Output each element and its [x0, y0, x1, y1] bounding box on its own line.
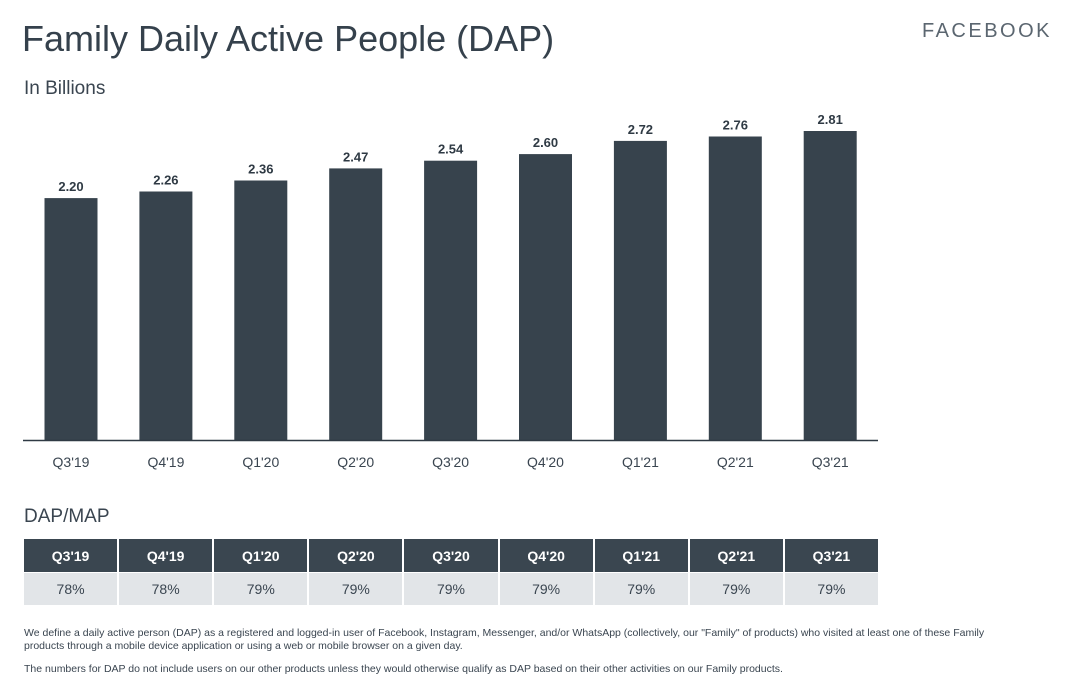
bar-Q3-19: [44, 198, 98, 440]
facebook-logo: FACEBOOK: [921, 20, 1052, 42]
dapmap-header-cell: Q1'21: [594, 539, 688, 572]
x-tick-label: Q3'20: [432, 454, 469, 470]
data-label: 2.20: [58, 179, 83, 194]
dapmap-title: DAP/MAP: [24, 506, 110, 527]
dapmap-header-cell: Q2'21: [689, 539, 783, 572]
bar-Q2-21: [708, 136, 762, 440]
x-tick-label: Q1'20: [242, 454, 279, 470]
dap-bar-chart: 2.20 Q3'19 2.26 Q4'19 2.36 Q1'20 2.47 Q2'20 2.54…: [23, 112, 878, 470]
dapmap-value-cell: 79%: [689, 572, 783, 605]
dapmap-value-cell: 79%: [309, 572, 403, 605]
footnote-exclusion: The numbers for DAP do not include users…: [24, 663, 783, 675]
dapmap-table: Q3'19 Q4'19 Q1'20 Q2'20 Q3'20 Q4'20 Q1'21 Q2'21…: [24, 539, 878, 605]
dapmap-value-cell: 79%: [499, 572, 593, 605]
bar-Q3-20: [424, 160, 478, 440]
data-label: 2.76: [723, 118, 748, 133]
dapmap-header-cell: Q2'20: [309, 539, 403, 572]
dapmap-value-cell: 79%: [404, 572, 498, 605]
x-tick-label: Q2'20: [337, 454, 374, 470]
dapmap-value-cell: 78%: [119, 572, 213, 605]
dapmap-header-cell: Q3'19: [24, 539, 118, 572]
bar-Q2-20: [329, 168, 383, 440]
data-label: 2.60: [533, 135, 558, 150]
x-tick-label: Q3'21: [812, 454, 849, 470]
dapmap-value-cell: 79%: [784, 572, 878, 605]
data-label: 2.54: [438, 142, 464, 157]
dapmap-header-cell: Q4'20: [499, 539, 593, 572]
dapmap-value-cell: 79%: [594, 572, 688, 605]
x-tick-label: Q2'21: [717, 454, 754, 470]
data-label: 2.81: [818, 112, 843, 127]
dapmap-header-cell: Q3'21: [784, 539, 878, 572]
data-label: 2.72: [628, 122, 653, 137]
footnote-definition: We define a daily active person (DAP) as…: [24, 627, 985, 652]
bar-Q1-20: [234, 180, 288, 440]
x-tick-label: Q4'20: [527, 454, 564, 470]
dapmap-header-cell: Q3'20: [404, 539, 498, 572]
chart-subtitle: In Billions: [24, 78, 106, 99]
dapmap-value-cell: 79%: [214, 572, 308, 605]
x-tick-label: Q4'19: [147, 454, 184, 470]
dapmap-header-cell: Q1'20: [214, 539, 308, 572]
data-label: 2.26: [153, 173, 178, 188]
bar-Q4-19: [139, 191, 193, 440]
data-label: 2.36: [248, 162, 273, 177]
bar-Q3-21: [803, 131, 857, 440]
dapmap-value-cell: 78%: [24, 572, 118, 605]
x-tick-label: Q3'19: [53, 454, 90, 470]
dapmap-header-cell: Q4'19: [119, 539, 213, 572]
bar-Q4-20: [519, 154, 572, 440]
x-tick-label: Q1'21: [622, 454, 659, 470]
page-title: Family Daily Active People (DAP): [22, 18, 555, 59]
data-label: 2.47: [343, 149, 368, 164]
bar-Q1-21: [613, 140, 667, 440]
